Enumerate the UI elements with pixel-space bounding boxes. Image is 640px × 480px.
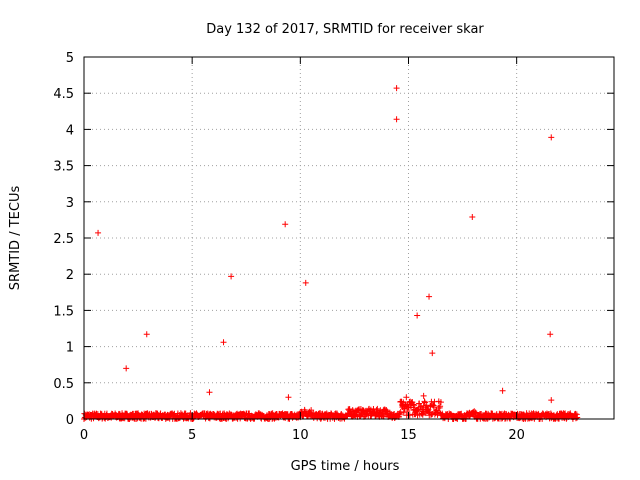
y-tick-label: 5: [66, 51, 74, 66]
x-tick-label: 15: [400, 428, 417, 443]
baseline-point: [406, 412, 413, 419]
outlier-point: [547, 331, 554, 338]
y-axis-label: SRMTID / TECUs: [8, 186, 23, 291]
x-tick-label: 5: [188, 428, 196, 443]
y-tick-label: 1: [66, 341, 74, 356]
outlier-point: [469, 214, 476, 221]
outlier-point: [285, 394, 292, 401]
y-tick-label: 1.5: [53, 304, 74, 319]
outlier-point: [420, 392, 427, 399]
outlier-point: [403, 394, 410, 401]
baseline-point: [423, 402, 430, 409]
x-axis-label: GPS time / hours: [291, 459, 400, 474]
outlier-point: [206, 389, 213, 396]
outlier-point: [393, 116, 400, 123]
outlier-point: [143, 331, 150, 338]
outlier-point: [220, 339, 227, 346]
baseline-point: [437, 399, 444, 406]
outlier-point: [414, 312, 421, 319]
y-tick-label: 2.5: [53, 232, 74, 247]
outlier-point: [228, 273, 235, 280]
baseline-point: [411, 402, 418, 409]
y-tick-label: 3: [66, 196, 74, 211]
x-tick-label: 10: [292, 428, 309, 443]
outlier-point: [123, 365, 130, 372]
y-tick-label: 4: [66, 123, 74, 138]
outlier-point: [282, 221, 289, 228]
baseline-point: [437, 403, 444, 410]
outlier-point: [429, 350, 436, 357]
y-tick-label: 4.5: [53, 87, 74, 102]
grid: [84, 57, 614, 419]
data-points: [81, 85, 581, 422]
x-tick-label: 0: [80, 428, 88, 443]
outlier-point: [393, 85, 400, 92]
baseline-point: [396, 411, 403, 418]
y-tick-label: 3.5: [53, 160, 74, 175]
baseline-point: [429, 410, 436, 417]
outlier-point: [302, 279, 309, 286]
x-tick-label: 20: [508, 428, 525, 443]
baseline-point: [410, 401, 417, 408]
y-tick-label: 0: [66, 413, 74, 428]
baseline-point: [379, 412, 386, 419]
y-tick-label: 2: [66, 268, 74, 283]
outlier-point: [426, 293, 433, 300]
x-axis-ticks: 0 5 10 15 20: [80, 57, 525, 443]
chart-title: Day 132 of 2017, SRMTID for receiver ska…: [206, 22, 484, 37]
baseline-point: [431, 403, 438, 410]
outlier-point: [499, 387, 506, 394]
baseline-point: [397, 408, 404, 415]
baseline-point: [404, 408, 411, 415]
y-tick-label: 0.5: [53, 377, 74, 392]
outlier-point: [95, 229, 102, 236]
y-axis-ticks: 0 0.5 1 1.5 2 2.5 3 3.5 4 4.5 5: [53, 51, 614, 428]
outlier-point: [548, 397, 555, 404]
baseline-point: [349, 407, 356, 414]
outlier-point: [548, 134, 555, 141]
